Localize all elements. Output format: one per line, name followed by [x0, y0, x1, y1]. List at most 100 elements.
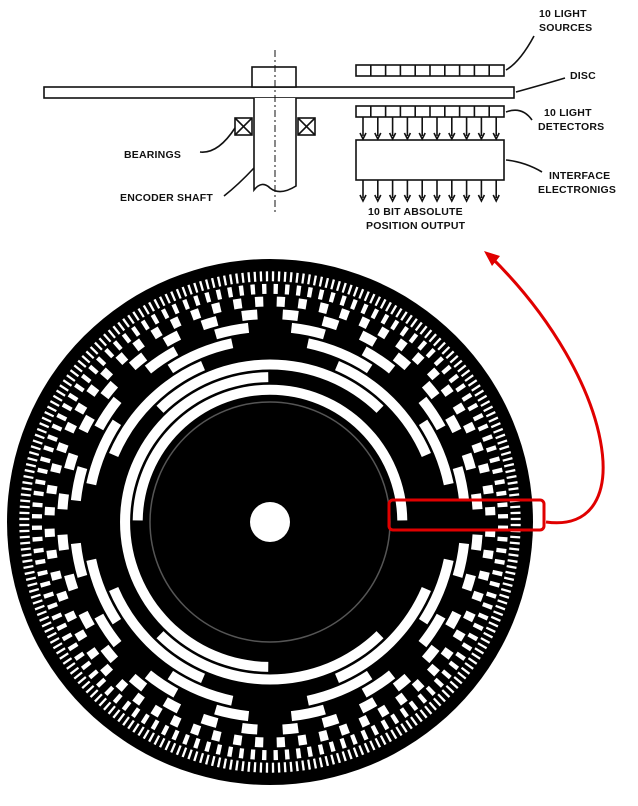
code-slot	[164, 293, 171, 304]
code-slot	[109, 361, 205, 457]
code-slot	[39, 615, 50, 622]
code-slot	[347, 749, 353, 760]
code-slot	[358, 330, 378, 347]
code-slot	[61, 402, 73, 412]
code-slot	[33, 547, 44, 554]
code-slot	[390, 304, 398, 315]
code-track-10	[19, 271, 521, 773]
label-light-sources-2: SOURCES	[539, 22, 592, 34]
code-slot	[445, 414, 462, 434]
code-slot	[25, 576, 37, 582]
code-slot	[448, 660, 460, 671]
disc-bar	[43, 86, 515, 99]
code-slot	[86, 647, 100, 660]
code-slot	[238, 748, 245, 759]
code-slot	[115, 678, 129, 692]
code-slot	[190, 723, 202, 736]
code-slot	[74, 651, 85, 661]
code-slot	[117, 321, 126, 332]
code-slot	[67, 392, 79, 402]
code-slot	[428, 701, 437, 711]
code-slot	[500, 587, 512, 593]
code-slot	[474, 647, 485, 655]
code-slot	[361, 346, 396, 374]
code-slot	[306, 746, 313, 757]
code-slot	[19, 505, 30, 509]
code-slot	[277, 762, 281, 773]
code-slot	[418, 419, 454, 486]
code-slot	[150, 313, 160, 325]
code-slot	[153, 735, 161, 746]
code-slot	[395, 692, 408, 706]
code-slot	[250, 749, 256, 760]
code-slot	[341, 751, 347, 762]
code-slot	[32, 502, 43, 508]
code-slot	[507, 481, 518, 485]
code-slot	[390, 713, 400, 725]
code-slot	[307, 274, 311, 285]
code-slot	[301, 273, 305, 284]
code-slot	[485, 410, 496, 418]
code-slot	[35, 479, 46, 486]
code-slot	[290, 322, 326, 340]
code-slot	[227, 287, 234, 298]
code-slot	[471, 534, 483, 551]
code-slot	[271, 762, 275, 773]
code-slot	[460, 666, 471, 675]
detector-arrowhead	[477, 132, 486, 141]
code-slot	[30, 445, 41, 451]
code-slot	[131, 326, 141, 337]
code-slot	[28, 451, 40, 457]
code-slot	[19, 511, 30, 515]
code-slot	[441, 364, 452, 375]
code-slot	[64, 610, 77, 623]
code-slot	[89, 689, 99, 698]
label-light-detectors-1: 10 LIGHT	[544, 107, 592, 119]
label-light-sources-1: 10 LIGHT	[539, 8, 587, 20]
code-slot	[140, 319, 150, 331]
code-slot	[461, 452, 476, 471]
code-slot	[190, 308, 202, 321]
code-slot	[47, 602, 58, 610]
output-arrowhead	[448, 194, 456, 203]
code-slot	[499, 445, 510, 451]
code-slot	[169, 316, 182, 329]
code-slot	[417, 693, 428, 704]
code-slot	[112, 340, 123, 351]
code-slot	[156, 359, 384, 413]
readout-highlight	[387, 251, 605, 532]
code-slot	[448, 373, 460, 384]
code-slot	[43, 445, 55, 453]
code-slot	[411, 352, 425, 366]
code-slot	[499, 593, 510, 599]
code-slot	[449, 355, 459, 364]
code-slot	[506, 564, 517, 570]
code-slot	[167, 670, 234, 706]
code-slot	[490, 615, 501, 622]
code-slot	[34, 433, 45, 440]
code-slot	[232, 734, 243, 746]
code-slot	[144, 346, 179, 374]
code-slot	[47, 434, 58, 442]
code-slot	[100, 367, 114, 381]
label-light-detectors-2: DETECTORS	[538, 121, 604, 133]
code-slot	[94, 613, 122, 648]
code-slot	[32, 599, 43, 605]
code-slot	[22, 559, 33, 563]
code-slot	[324, 277, 330, 289]
code-slot	[261, 283, 267, 295]
code-slot	[39, 456, 51, 464]
code-slot	[461, 392, 473, 402]
code-slot	[100, 663, 114, 677]
code-slot	[271, 271, 275, 282]
code-slot	[127, 719, 135, 730]
code-slot	[478, 463, 490, 474]
code-slot	[500, 451, 512, 457]
output-arrowhead	[462, 194, 471, 203]
code-slot	[433, 356, 444, 367]
label-encoder-shaft: ENCODER SHAFT	[120, 192, 213, 204]
code-slot	[214, 704, 250, 722]
code-slot	[94, 341, 103, 351]
code-slot	[132, 338, 145, 352]
